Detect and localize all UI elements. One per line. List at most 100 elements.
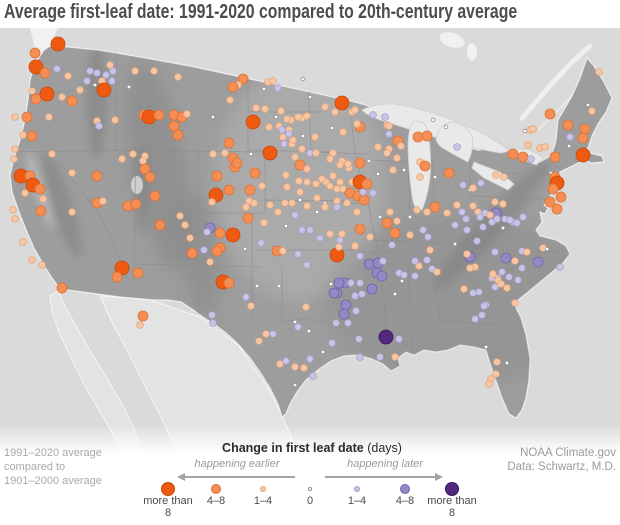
station-dot (562, 119, 574, 131)
station-dot (58, 93, 66, 101)
station-dot (393, 217, 401, 225)
station-dot (356, 279, 364, 287)
station-dot (126, 84, 132, 90)
station-dot (503, 284, 511, 292)
station-dot (519, 213, 527, 221)
puget-sound-water (30, 28, 58, 64)
station-dot (136, 321, 144, 329)
station-dot (303, 178, 311, 186)
station-dot (466, 264, 474, 272)
canada-lake (467, 43, 477, 61)
earlier-arrowhead-icon (177, 472, 185, 481)
station-dot (343, 199, 351, 207)
station-dot (544, 246, 550, 252)
station-dot (262, 330, 270, 338)
station-dot (419, 226, 427, 234)
station-dot (479, 223, 487, 231)
station-dot (257, 239, 265, 247)
station-dot (176, 212, 184, 220)
station-dot (344, 319, 352, 327)
station-dot (39, 67, 51, 79)
station-dot (260, 219, 268, 227)
station-dot (541, 143, 549, 151)
legend-earlier-label: happening earlier (194, 458, 280, 470)
station-dot (549, 151, 561, 163)
station-dot (375, 171, 381, 177)
station-dot (397, 142, 405, 150)
station-dot (378, 329, 394, 345)
later-arrowhead-icon (435, 472, 443, 481)
station-dot (252, 104, 260, 112)
station-dot (300, 76, 306, 82)
station-dot (96, 82, 112, 98)
station-dot (276, 360, 284, 368)
note-line: 1991–2020 average (4, 447, 102, 459)
station-dot (480, 302, 488, 310)
station-dot (153, 109, 165, 121)
station-dot (168, 120, 180, 132)
station-dot (423, 208, 431, 216)
station-dot (254, 283, 260, 289)
station-dot (432, 174, 438, 180)
station-dot (395, 335, 403, 343)
station-dot (374, 143, 382, 151)
station-dot (277, 107, 285, 115)
legend-swatch-l14 (353, 485, 361, 493)
station-dot (28, 59, 44, 75)
station-dot (391, 353, 399, 361)
station-dot (353, 120, 361, 128)
station-dot (328, 287, 340, 299)
station-dot (144, 171, 156, 183)
station-dot (577, 132, 589, 144)
station-dot (66, 95, 78, 107)
station-dot (283, 115, 291, 123)
station-dot (517, 151, 529, 163)
station-dot (282, 357, 290, 365)
station-dot (492, 370, 500, 378)
station-dot (335, 243, 343, 251)
station-dot (429, 201, 441, 213)
station-dot (314, 209, 320, 215)
station-dot (500, 173, 508, 181)
station-dot (443, 124, 449, 130)
station-dot (68, 169, 76, 177)
station-dot (181, 221, 189, 229)
station-dot (566, 143, 572, 149)
station-dot (250, 199, 258, 207)
credit-line: Data: Schwartz, M.D. (507, 461, 616, 473)
station-dot (102, 71, 110, 79)
station-dot (504, 360, 510, 366)
station-dot (334, 95, 350, 111)
station-dot (551, 203, 563, 215)
station-dot (329, 172, 337, 180)
station-dot (28, 256, 36, 264)
st-lawrence-river (519, 43, 593, 121)
source-credit: NOAA Climate.gov Data: Schwartz, M.D. (507, 446, 616, 474)
station-dot (30, 93, 42, 105)
station-dot (459, 181, 467, 189)
station-dot (452, 241, 458, 247)
station-dot (555, 191, 567, 203)
station-dot (91, 170, 103, 182)
station-dot (579, 123, 591, 135)
legend-label: more than 8 (427, 495, 477, 519)
station-dot (379, 257, 387, 265)
station-dot (556, 263, 564, 271)
station-dot (321, 203, 329, 211)
station-dot (273, 114, 279, 120)
station-dot (491, 283, 499, 291)
station-dot (35, 205, 47, 217)
legend-title: Change in first leaf date (days) (157, 441, 467, 455)
station-dot (291, 363, 299, 371)
station-dot (130, 198, 142, 210)
station-dot (242, 212, 254, 224)
station-dot (595, 68, 603, 76)
station-dot (108, 77, 116, 85)
station-dot (498, 268, 506, 276)
station-dot (329, 125, 335, 131)
station-dot (276, 283, 282, 289)
station-dot (381, 217, 393, 229)
station-dot (514, 276, 522, 284)
legend-swatch-e8 (161, 482, 175, 496)
station-dot (376, 270, 388, 282)
